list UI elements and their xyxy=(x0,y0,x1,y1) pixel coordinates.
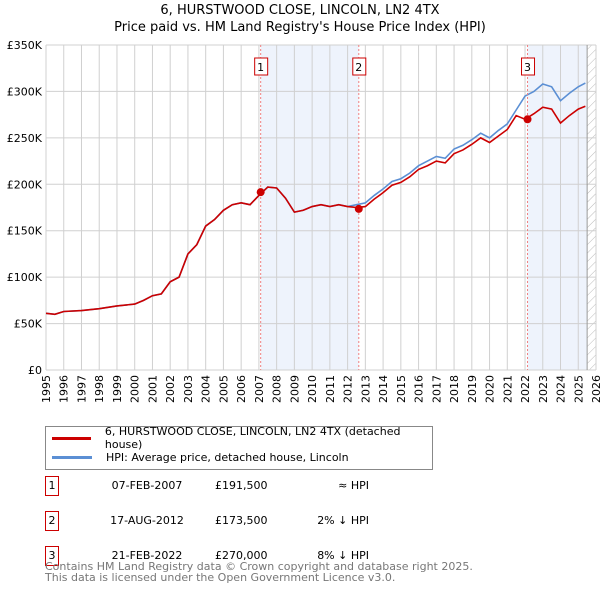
x-tick-label: 2025 xyxy=(572,375,585,403)
sale-point xyxy=(523,115,532,124)
y-tick-label: £300K xyxy=(7,85,43,98)
sale-date: 07-FEB-2007 xyxy=(111,479,183,492)
y-tick-label: £350K xyxy=(7,39,43,52)
sale-marker-number: 3 xyxy=(524,61,531,74)
x-tick-label: 2010 xyxy=(306,375,319,403)
x-tick-label: 2011 xyxy=(324,375,337,403)
sale-marker-number: 1 xyxy=(257,61,264,74)
x-tick-label: 2008 xyxy=(271,375,284,403)
x-tick-label: 2004 xyxy=(200,375,213,403)
y-tick-label: £250K xyxy=(7,132,43,145)
y-tick-label: £50K xyxy=(14,318,43,331)
x-tick-label: 2006 xyxy=(235,375,248,403)
x-tick-label: 1998 xyxy=(93,375,106,403)
x-tick-label: 2002 xyxy=(164,375,177,403)
x-tick-label: 2000 xyxy=(129,375,142,403)
sale-marker-box xyxy=(254,57,269,76)
x-tick-label: 1995 xyxy=(40,375,53,403)
sale-row: 1 07-FEB-2007 £191,500 ≈ HPI xyxy=(45,476,445,496)
sale-hpi-comparison: 2% ↓ HPI xyxy=(317,514,369,527)
y-tick-label: £100K xyxy=(7,271,43,284)
sale-period-shade xyxy=(527,45,588,370)
sale-hpi-comparison: ≈ HPI xyxy=(338,479,369,492)
sale-number: 3 xyxy=(45,546,59,566)
sale-point xyxy=(354,204,363,213)
x-tick-label: 2021 xyxy=(501,375,514,403)
legend-swatch-price xyxy=(52,436,91,440)
x-tick-label: 2020 xyxy=(484,375,497,403)
sale-row: 3 21-FEB-2022 £270,000 8% ↓ HPI xyxy=(45,546,445,566)
sale-number: 2 xyxy=(45,511,59,531)
y-tick-label: £150K xyxy=(7,225,43,238)
x-tick-label: 1997 xyxy=(75,375,88,403)
sale-marker-number: 2 xyxy=(355,61,362,74)
sale-point xyxy=(256,188,265,197)
x-tick-label: 2019 xyxy=(466,375,479,403)
x-tick-label: 2017 xyxy=(430,375,443,403)
plot-area: 1995 1996 1997 1998 1999 2000 2001 2002 2003 2004… xyxy=(7,39,600,403)
sale-marker-box xyxy=(352,57,367,76)
sale-hpi-comparison: 8% ↓ HPI xyxy=(317,549,369,562)
x-tick-label: 2026 xyxy=(590,375,600,403)
sale-marker-box xyxy=(521,57,536,76)
x-tick-label: 1999 xyxy=(111,375,124,403)
legend-swatch-hpi xyxy=(52,455,92,459)
sale-date: 21-FEB-2022 xyxy=(111,549,183,562)
legend-hpi-label: HPI: Average price, detached house, Linc… xyxy=(106,450,349,464)
x-tick-label: 2012 xyxy=(342,375,355,403)
chart-subtitle: Price paid vs. HM Land Registry's House … xyxy=(114,20,486,35)
footer-licence: This data is licensed under the Open Gov… xyxy=(45,571,396,584)
x-tick-label: 2013 xyxy=(359,375,372,403)
x-tick-label: 2015 xyxy=(395,375,408,403)
sale-row: 2 17-AUG-2012 £173,500 2% ↓ HPI xyxy=(45,511,445,531)
sale-number: 1 xyxy=(45,476,59,496)
y-tick-label: £0 xyxy=(28,364,42,377)
x-tick-label: 2022 xyxy=(519,375,532,403)
x-tick-label: 2001 xyxy=(146,375,159,403)
sale-price: £191,500 xyxy=(215,479,268,492)
x-tick-label: 2016 xyxy=(413,375,426,403)
x-tick-label: 2023 xyxy=(537,375,550,403)
legend-price-label: 6, HURSTWOOD CLOSE, LINCOLN, LN2 4TX (de… xyxy=(104,425,401,451)
chart-title: 6, HURSTWOOD CLOSE, LINCOLN, LN2 4TX xyxy=(160,3,440,18)
x-tick-label: 2005 xyxy=(217,375,230,403)
x-tick-label: 2024 xyxy=(555,375,568,403)
price-paid-line xyxy=(45,105,586,316)
sale-price: £270,000 xyxy=(215,549,268,562)
x-tick-label: 1996 xyxy=(58,375,71,403)
x-tick-label: 2003 xyxy=(182,375,195,403)
footer-copyright: Contains HM Land Registry data © Crown c… xyxy=(45,560,473,573)
sale-date: 17-AUG-2012 xyxy=(110,514,184,527)
x-tick-label: 2007 xyxy=(253,375,266,403)
legend: 6, HURSTWOOD CLOSE, LINCOLN, LN2 4TX (de… xyxy=(45,425,433,470)
x-tick-label: 2018 xyxy=(448,375,461,403)
sale-price: £173,500 xyxy=(215,514,268,527)
future-hatch xyxy=(587,45,596,370)
y-tick-label: £200K xyxy=(7,178,43,191)
x-tick-label: 2009 xyxy=(288,375,301,403)
x-tick-label: 2014 xyxy=(377,375,390,403)
